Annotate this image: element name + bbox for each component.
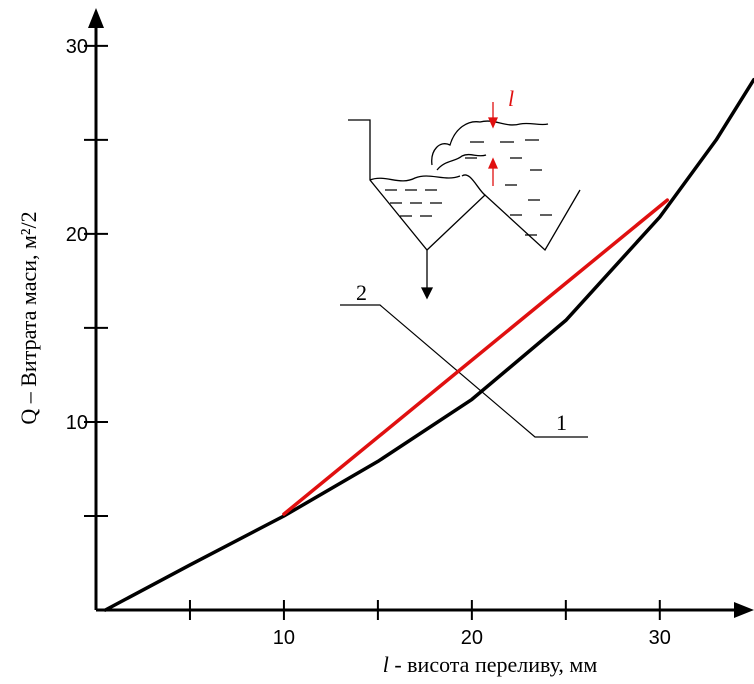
inset-arrows [487, 102, 499, 186]
y-axis-label: Q – Витрата маси, м²/2 [16, 211, 41, 424]
annotation: 1 [556, 410, 567, 435]
inset-label: l [508, 86, 514, 111]
x-axis-label: l - висота переливу, мм [383, 652, 598, 677]
x-tick-label: 30 [649, 627, 671, 649]
annotation: 2 [356, 280, 367, 305]
y-tick-label: 10 [66, 412, 88, 434]
x-axis-symbol: l [383, 652, 389, 677]
x-axis-text: - висота переливу, мм [389, 652, 598, 677]
curve [282, 198, 670, 516]
x-tick-label: 10 [273, 627, 295, 649]
x-tick-label: 20 [461, 627, 483, 649]
axes [88, 8, 754, 618]
leader-lines [340, 304, 588, 438]
y-tick-label: 20 [66, 224, 88, 246]
inset-diagram [348, 119, 581, 300]
curve [103, 77, 754, 612]
y-tick-label: 30 [66, 36, 88, 58]
